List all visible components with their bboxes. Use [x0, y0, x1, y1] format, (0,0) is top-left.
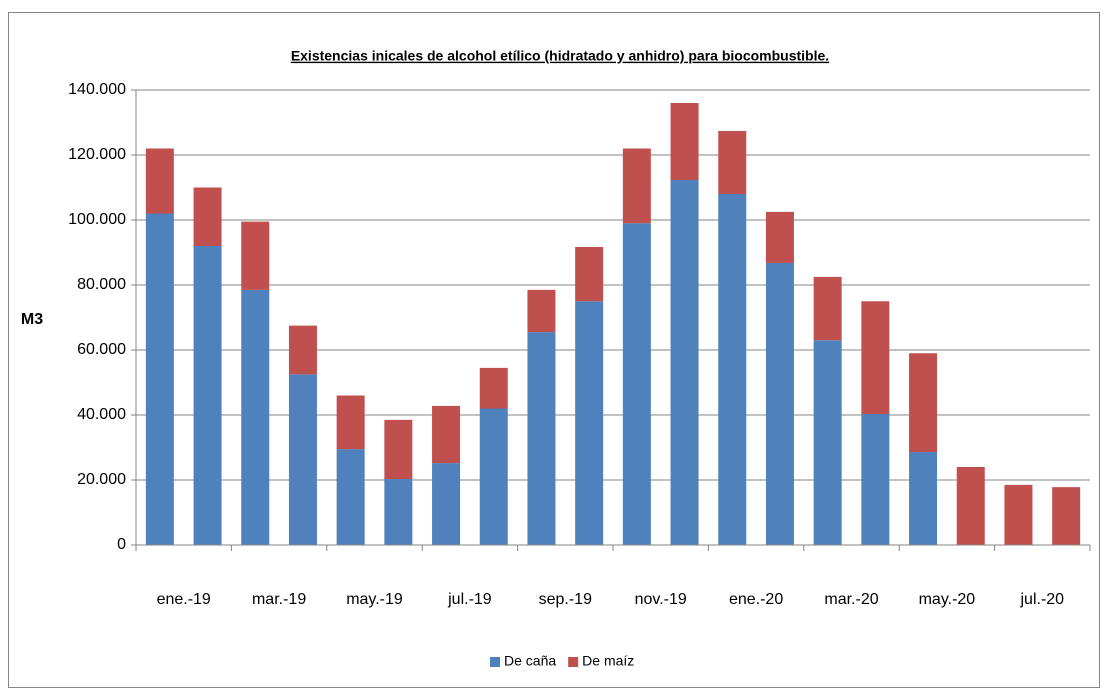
- bar-segment: [479, 408, 508, 545]
- bar-segment: [670, 180, 699, 545]
- x-tick-label: mar.-19: [252, 591, 306, 608]
- bar-segment: [718, 130, 747, 194]
- bar-segment: [575, 246, 604, 302]
- bar-segment: [145, 213, 174, 545]
- bar-segment: [288, 374, 317, 545]
- x-tick-label: jul.-20: [1020, 591, 1065, 608]
- y-tick-label: 20.000: [77, 471, 126, 488]
- x-tick-label: mar.-20: [824, 591, 878, 608]
- y-tick-label: 100.000: [68, 211, 126, 228]
- bar-segment: [193, 246, 222, 545]
- y-tick-label: 0: [117, 536, 126, 553]
- chart-title: Existencias inicales de alcohol etílico …: [291, 48, 829, 64]
- legend-label: De caña: [504, 653, 556, 669]
- bar-segment: [765, 211, 794, 263]
- bar-segment: [145, 148, 174, 214]
- bar-segment: [575, 301, 604, 545]
- bar-segment: [527, 332, 556, 545]
- x-tick-label: ene.-19: [157, 591, 211, 608]
- bar-segment: [718, 194, 747, 545]
- bar-segment: [193, 187, 222, 246]
- x-tick-label: sep.-19: [539, 591, 592, 608]
- bar-segment: [1052, 487, 1081, 545]
- x-tick-label: may.-19: [346, 591, 403, 608]
- x-tick-label: nov.-19: [635, 591, 687, 608]
- bar-segment: [909, 353, 938, 453]
- bar-segment: [288, 325, 317, 375]
- x-tick-label: jul.-19: [447, 591, 492, 608]
- bar-segment: [956, 467, 985, 545]
- bar-segment: [241, 289, 270, 545]
- bar-segment: [622, 148, 651, 224]
- bar-segment: [861, 414, 890, 545]
- bar-segment: [384, 419, 413, 480]
- bar-segment: [527, 289, 556, 333]
- bar-segment: [432, 405, 461, 464]
- y-tick-label: 80.000: [77, 276, 126, 293]
- bar-segment: [1004, 484, 1033, 545]
- bar-segment: [813, 276, 842, 341]
- bar-segment: [670, 103, 699, 181]
- bar-segment: [241, 221, 270, 290]
- bar-segment: [336, 395, 365, 450]
- bar-segment: [384, 479, 413, 545]
- y-tick-label: 140.000: [68, 81, 126, 98]
- bar-segment: [861, 301, 890, 415]
- y-tick-label: 120.000: [68, 146, 126, 163]
- legend-label: De maíz: [582, 653, 634, 669]
- legend-swatch: [490, 657, 500, 667]
- x-tick-label: ene.-20: [729, 591, 783, 608]
- y-tick-label: 40.000: [77, 406, 126, 423]
- y-axis-label: M3: [21, 311, 43, 328]
- y-tick-label: 60.000: [77, 341, 126, 358]
- bar-segment: [336, 449, 365, 545]
- bar-segment: [622, 223, 651, 545]
- x-tick-label: may.-20: [919, 591, 976, 608]
- bar-segment: [765, 262, 794, 545]
- bar-segment: [909, 452, 938, 545]
- legend-swatch: [568, 657, 579, 667]
- bar-segment: [813, 340, 842, 545]
- bar-segment: [432, 463, 461, 545]
- bar-segment: [479, 367, 508, 409]
